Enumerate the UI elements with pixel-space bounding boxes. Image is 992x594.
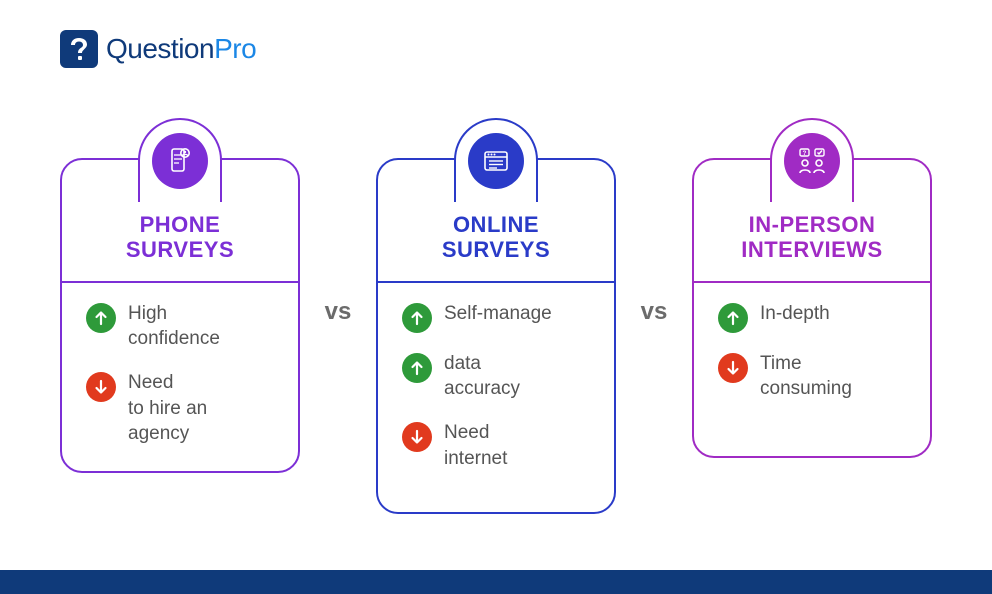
- list-item: Time consuming: [718, 351, 906, 402]
- card-items: Self-manage data accuracy Need internet: [402, 301, 590, 472]
- arrow-down-icon: [718, 353, 748, 383]
- card-items: In-depth Time consuming: [718, 301, 906, 402]
- card-icon-tab: ?: [770, 118, 854, 202]
- item-text: High confidence: [128, 301, 220, 352]
- vs-label: vs: [315, 298, 361, 326]
- list-item: Need internet: [402, 420, 590, 471]
- arrow-up-icon: [402, 303, 432, 333]
- arrow-up-icon: [86, 303, 116, 333]
- card-icon-tab: [454, 118, 538, 202]
- item-text: In-depth: [760, 301, 830, 327]
- card-phone-surveys: PHONE SURVEYS High confidence Need to hi…: [60, 118, 300, 473]
- list-item: data accuracy: [402, 351, 590, 402]
- phone-survey-icon: [152, 133, 208, 189]
- item-text: data accuracy: [444, 351, 520, 402]
- card-divider: [62, 281, 298, 283]
- question-mark-icon: [68, 36, 90, 62]
- questionpro-logo: QuestionPro: [60, 30, 256, 68]
- list-item: In-depth: [718, 301, 906, 333]
- comparison-row: PHONE SURVEYS High confidence Need to hi…: [60, 118, 932, 514]
- card-title: IN-PERSON INTERVIEWS: [718, 212, 906, 263]
- list-item: Need to hire an agency: [86, 370, 274, 447]
- logo-mark: [60, 30, 98, 68]
- arrow-up-icon: [402, 353, 432, 383]
- arrow-down-icon: [402, 422, 432, 452]
- card-body: PHONE SURVEYS High confidence Need to hi…: [60, 158, 300, 473]
- footer-bar: [0, 570, 992, 594]
- logo-text-pro: Pro: [214, 33, 256, 64]
- card-body: ONLINE SURVEYS Self-manage data accuracy…: [376, 158, 616, 514]
- vs-label: vs: [631, 298, 677, 326]
- svg-text:?: ?: [803, 151, 807, 157]
- item-text: Need internet: [444, 420, 507, 471]
- arrow-up-icon: [718, 303, 748, 333]
- logo-text-question: Question: [106, 33, 214, 64]
- arrow-down-icon: [86, 372, 116, 402]
- item-text: Self-manage: [444, 301, 552, 327]
- card-divider: [378, 281, 614, 283]
- card-title: PHONE SURVEYS: [86, 212, 274, 263]
- item-text: Time consuming: [760, 351, 852, 402]
- card-items: High confidence Need to hire an agency: [86, 301, 274, 447]
- item-text: Need to hire an agency: [128, 370, 207, 447]
- card-online-surveys: ONLINE SURVEYS Self-manage data accuracy…: [376, 118, 616, 514]
- list-item: Self-manage: [402, 301, 590, 333]
- people-chat-icon: ?: [784, 133, 840, 189]
- browser-window-icon: [468, 133, 524, 189]
- card-icon-tab: [138, 118, 222, 202]
- logo-text: QuestionPro: [106, 33, 256, 65]
- list-item: High confidence: [86, 301, 274, 352]
- card-divider: [694, 281, 930, 283]
- card-in-person-interviews: ? IN-PERSON INTERVIEWS In-depth Time con…: [692, 118, 932, 458]
- card-title: ONLINE SURVEYS: [402, 212, 590, 263]
